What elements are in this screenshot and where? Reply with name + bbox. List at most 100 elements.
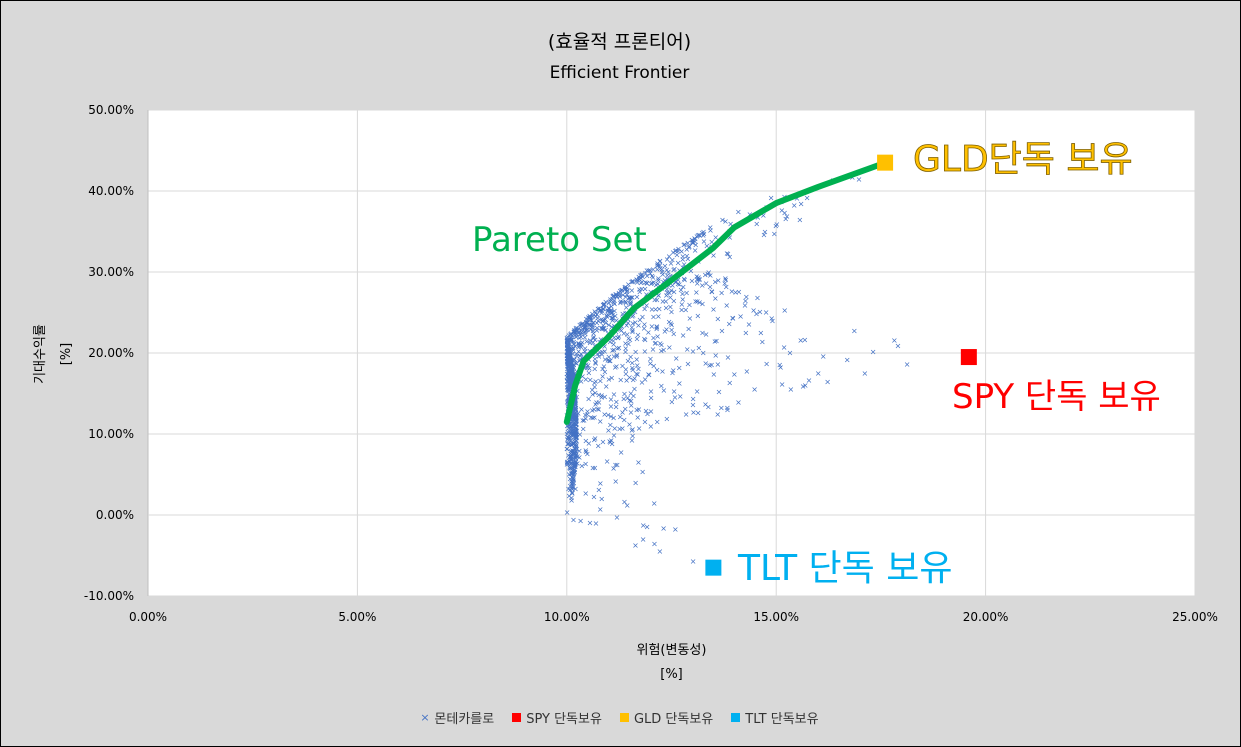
montecarlo-point: ×: [637, 316, 644, 325]
montecarlo-point: ×: [694, 297, 701, 306]
montecarlo-point: ×: [571, 411, 578, 420]
montecarlo-point: ×: [567, 359, 574, 368]
montecarlo-point: ×: [565, 348, 572, 357]
montecarlo-point: ×: [570, 459, 577, 468]
montecarlo-point: ×: [568, 362, 575, 371]
montecarlo-point: ×: [672, 525, 679, 534]
montecarlo-point: ×: [644, 410, 651, 419]
montecarlo-point: ×: [565, 344, 572, 353]
montecarlo-point: ×: [569, 485, 576, 494]
montecarlo-point: ×: [572, 420, 579, 429]
montecarlo-point: ×: [565, 344, 572, 353]
montecarlo-point: ×: [650, 265, 657, 274]
montecarlo-point: ×: [566, 389, 573, 398]
montecarlo-point: ×: [624, 284, 631, 293]
montecarlo-point: ×: [605, 352, 612, 361]
montecarlo-point: ×: [568, 368, 575, 377]
montecarlo-point: ×: [611, 390, 618, 399]
montecarlo-point: ×: [639, 313, 646, 322]
montecarlo-point: ×: [589, 413, 596, 422]
montecarlo-point: ×: [566, 353, 573, 362]
montecarlo-point: ×: [600, 300, 607, 309]
montecarlo-point: ×: [571, 425, 578, 434]
montecarlo-point: ×: [569, 426, 576, 435]
montecarlo-point: ×: [601, 392, 608, 401]
montecarlo-point: ×: [564, 422, 571, 431]
montecarlo-point: ×: [672, 247, 679, 256]
montecarlo-point: ×: [565, 484, 572, 493]
montecarlo-point: ×: [569, 478, 576, 487]
montecarlo-point: ×: [757, 308, 764, 317]
x-axis-title: 위험(변동성): [637, 643, 707, 658]
montecarlo-point: ×: [660, 278, 667, 287]
montecarlo-point: ×: [578, 328, 585, 337]
montecarlo-point: ×: [574, 445, 581, 454]
montecarlo-point: ×: [670, 366, 677, 375]
montecarlo-point: ×: [708, 361, 715, 370]
montecarlo-point: ×: [625, 315, 632, 324]
montecarlo-point: ×: [572, 401, 579, 410]
montecarlo-point: ×: [566, 375, 573, 384]
montecarlo-point: ×: [735, 207, 742, 216]
montecarlo-point: ×: [566, 374, 573, 383]
montecarlo-point: ×: [611, 296, 618, 305]
montecarlo-point: ×: [568, 496, 575, 505]
montecarlo-point: ×: [659, 268, 666, 277]
montecarlo-point: ×: [567, 356, 574, 365]
montecarlo-point: ×: [569, 416, 576, 425]
y-axis-unit: [%]: [59, 343, 74, 366]
montecarlo-point: ×: [642, 418, 649, 427]
montecarlo-point: ×: [680, 282, 687, 291]
montecarlo-point: ×: [564, 383, 571, 392]
montecarlo-point: ×: [586, 346, 593, 355]
montecarlo-point: ×: [573, 330, 580, 339]
montecarlo-point: ×: [638, 284, 645, 293]
montecarlo-point: ×: [569, 367, 576, 376]
montecarlo-point: ×: [580, 321, 587, 330]
montecarlo-point: ×: [672, 393, 679, 402]
montecarlo-point: ×: [595, 305, 602, 314]
montecarlo-point: ×: [569, 369, 576, 378]
montecarlo-point: ×: [701, 237, 708, 246]
montecarlo-point: ×: [617, 412, 624, 421]
montecarlo-point: ×: [569, 466, 576, 475]
montecarlo-point: ×: [572, 440, 579, 449]
montecarlo-point: ×: [567, 336, 574, 345]
montecarlo-point: ×: [569, 483, 576, 492]
montecarlo-point: ×: [572, 460, 579, 469]
montecarlo-point: ×: [569, 368, 576, 377]
montecarlo-point: ×: [695, 273, 702, 282]
montecarlo-point: ×: [656, 257, 663, 266]
montecarlo-point: ×: [718, 288, 725, 297]
montecarlo-point: ×: [761, 230, 768, 239]
montecarlo-point: ×: [643, 301, 650, 310]
montecarlo-point: ×: [565, 384, 572, 393]
montecarlo-point: ×: [565, 341, 572, 350]
montecarlo-point: ×: [626, 420, 633, 429]
montecarlo-point: ×: [678, 300, 685, 309]
montecarlo-point: ×: [600, 438, 607, 447]
montecarlo-point: ×: [564, 335, 571, 344]
montecarlo-point: ×: [582, 321, 589, 330]
legend-label: TLT 단독보유: [745, 712, 819, 727]
montecarlo-point: ×: [572, 485, 579, 494]
montecarlo-point: ×: [573, 436, 580, 445]
montecarlo-point: ×: [577, 342, 584, 351]
montecarlo-point: ×: [602, 355, 609, 364]
montecarlo-point: ×: [566, 362, 573, 371]
montecarlo-point: ×: [725, 353, 732, 362]
montecarlo-point: ×: [575, 409, 582, 418]
montecarlo-point: ×: [611, 431, 618, 440]
montecarlo-point: ×: [584, 450, 591, 459]
montecarlo-point: ×: [571, 461, 578, 470]
montecarlo-point: ×: [564, 430, 571, 439]
montecarlo-point: ×: [601, 410, 608, 419]
montecarlo-point: ×: [622, 344, 629, 353]
montecarlo-point: ×: [583, 364, 590, 373]
montecarlo-point: ×: [769, 317, 776, 326]
montecarlo-point: ×: [567, 464, 574, 473]
montecarlo-point: ×: [688, 235, 695, 244]
montecarlo-point: ×: [569, 410, 576, 419]
montecarlo-point: ×: [583, 360, 590, 369]
montecarlo-point: ×: [574, 387, 581, 396]
